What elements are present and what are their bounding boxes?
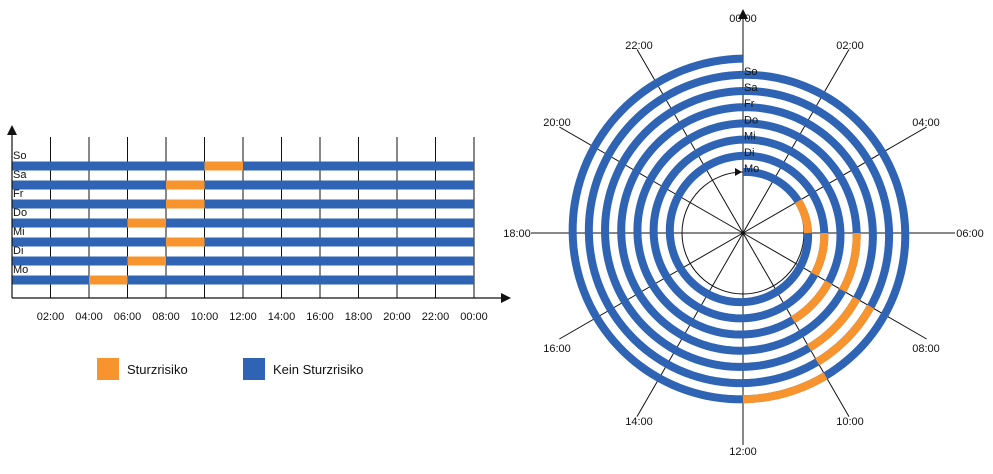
- hour-label: 10:00: [836, 416, 864, 428]
- spiral-risk-Sa: [815, 304, 875, 366]
- spiral-day-label-Mi: Mi: [744, 131, 756, 143]
- x-tick-label: 02:00: [37, 311, 65, 323]
- bar-norisk-Sa: [12, 180, 474, 190]
- bar-risk-Mi: [166, 237, 205, 247]
- x-tick-label: 18:00: [345, 311, 373, 323]
- day-label-Mo: Mo: [13, 264, 28, 276]
- hour-spoke: [742, 126, 927, 234]
- bar-risk-Do: [127, 218, 166, 228]
- hour-label: 04:00: [912, 117, 940, 129]
- y-axis-arrow: [7, 125, 17, 135]
- spiral-day-label-Sa: Sa: [744, 82, 758, 94]
- bar-norisk-Mo: [12, 275, 474, 285]
- bar-norisk-Fr: [12, 199, 474, 209]
- x-tick-label: 16:00: [306, 311, 334, 323]
- spiral-day-label-Di: Di: [744, 147, 754, 159]
- spiral-norisk-Mo: [665, 151, 813, 307]
- spiral-norisk-Di: [649, 135, 829, 323]
- legend-swatch-norisk: [243, 358, 265, 380]
- legend-label-risk: Sturzrisiko: [127, 361, 188, 377]
- legend-swatch-risk: [97, 358, 119, 380]
- hour-label: 20:00: [543, 117, 571, 129]
- x-tick-label: 08:00: [152, 311, 180, 323]
- x-tick-label: 10:00: [191, 311, 219, 323]
- day-label-Fr: Fr: [13, 188, 24, 200]
- x-tick-label: 14:00: [268, 311, 296, 323]
- spiral-day-label-Do: Do: [744, 114, 758, 126]
- x-tick-label: 06:00: [114, 311, 142, 323]
- day-label-Di: Di: [13, 245, 23, 257]
- day-label-So: So: [13, 150, 26, 162]
- bar-risk-Mo: [89, 275, 128, 285]
- spiral-start-arrow: [735, 168, 742, 176]
- hour-label: 14:00: [625, 416, 653, 428]
- spiral-risk-Fr: [807, 296, 861, 352]
- hour-label: 06:00: [956, 228, 984, 240]
- spoke-arrow-top: [738, 9, 748, 19]
- spiral-norisk-Fr: [601, 87, 877, 371]
- bar-risk-So: [204, 161, 243, 171]
- bar-norisk-Di: [12, 256, 474, 266]
- spiral-risk-Mo: [794, 199, 813, 234]
- spiral-risk-Di: [810, 232, 829, 277]
- spiral-day-label-Mo: Mo: [744, 163, 759, 175]
- day-label-Sa: Sa: [13, 169, 27, 181]
- day-label-Do: Do: [13, 207, 27, 219]
- hour-spoke: [742, 49, 850, 234]
- hour-label: 16:00: [543, 343, 571, 355]
- bar-norisk-Do: [12, 218, 474, 228]
- spiral-norisk-Mi: [633, 119, 845, 339]
- hour-label: 00:00: [729, 13, 757, 25]
- hour-spoke: [742, 232, 850, 417]
- x-tick-label: 00:00: [460, 311, 488, 323]
- x-tick-label: 20:00: [383, 311, 411, 323]
- bar-risk-Sa: [166, 180, 205, 190]
- hour-spoke: [742, 232, 927, 340]
- hour-label: 18:00: [503, 228, 531, 240]
- bar-risk-Fr: [166, 199, 205, 209]
- bar-norisk-Mi: [12, 237, 474, 247]
- spiral-day-label-Fr: Fr: [744, 98, 755, 110]
- x-tick-label: 04:00: [75, 311, 103, 323]
- x-axis-arrow: [501, 293, 511, 303]
- hour-label: 08:00: [912, 343, 940, 355]
- spiral-norisk-Do: [617, 103, 861, 355]
- spiral-risk-So: [742, 372, 828, 404]
- spiral-day-label-So: So: [744, 66, 757, 78]
- hour-label: 02:00: [836, 40, 864, 52]
- spiral-norisk-Sa: [584, 70, 894, 388]
- day-label-Mi: Mi: [13, 226, 25, 238]
- x-tick-label: 12:00: [229, 311, 257, 323]
- hour-label: 22:00: [625, 40, 653, 52]
- x-tick-label: 22:00: [422, 311, 450, 323]
- bar-risk-Di: [127, 256, 166, 266]
- legend-label-norisk: Kein Sturzrisiko: [273, 361, 364, 377]
- spiral-risk-Mi: [790, 280, 833, 324]
- legend-item-norisk: Kein Sturzrisiko: [243, 358, 363, 380]
- spiral-risk-Do: [839, 233, 861, 293]
- hour-label: 12:00: [729, 446, 757, 458]
- legend-item-risk: Sturzrisiko: [97, 358, 188, 380]
